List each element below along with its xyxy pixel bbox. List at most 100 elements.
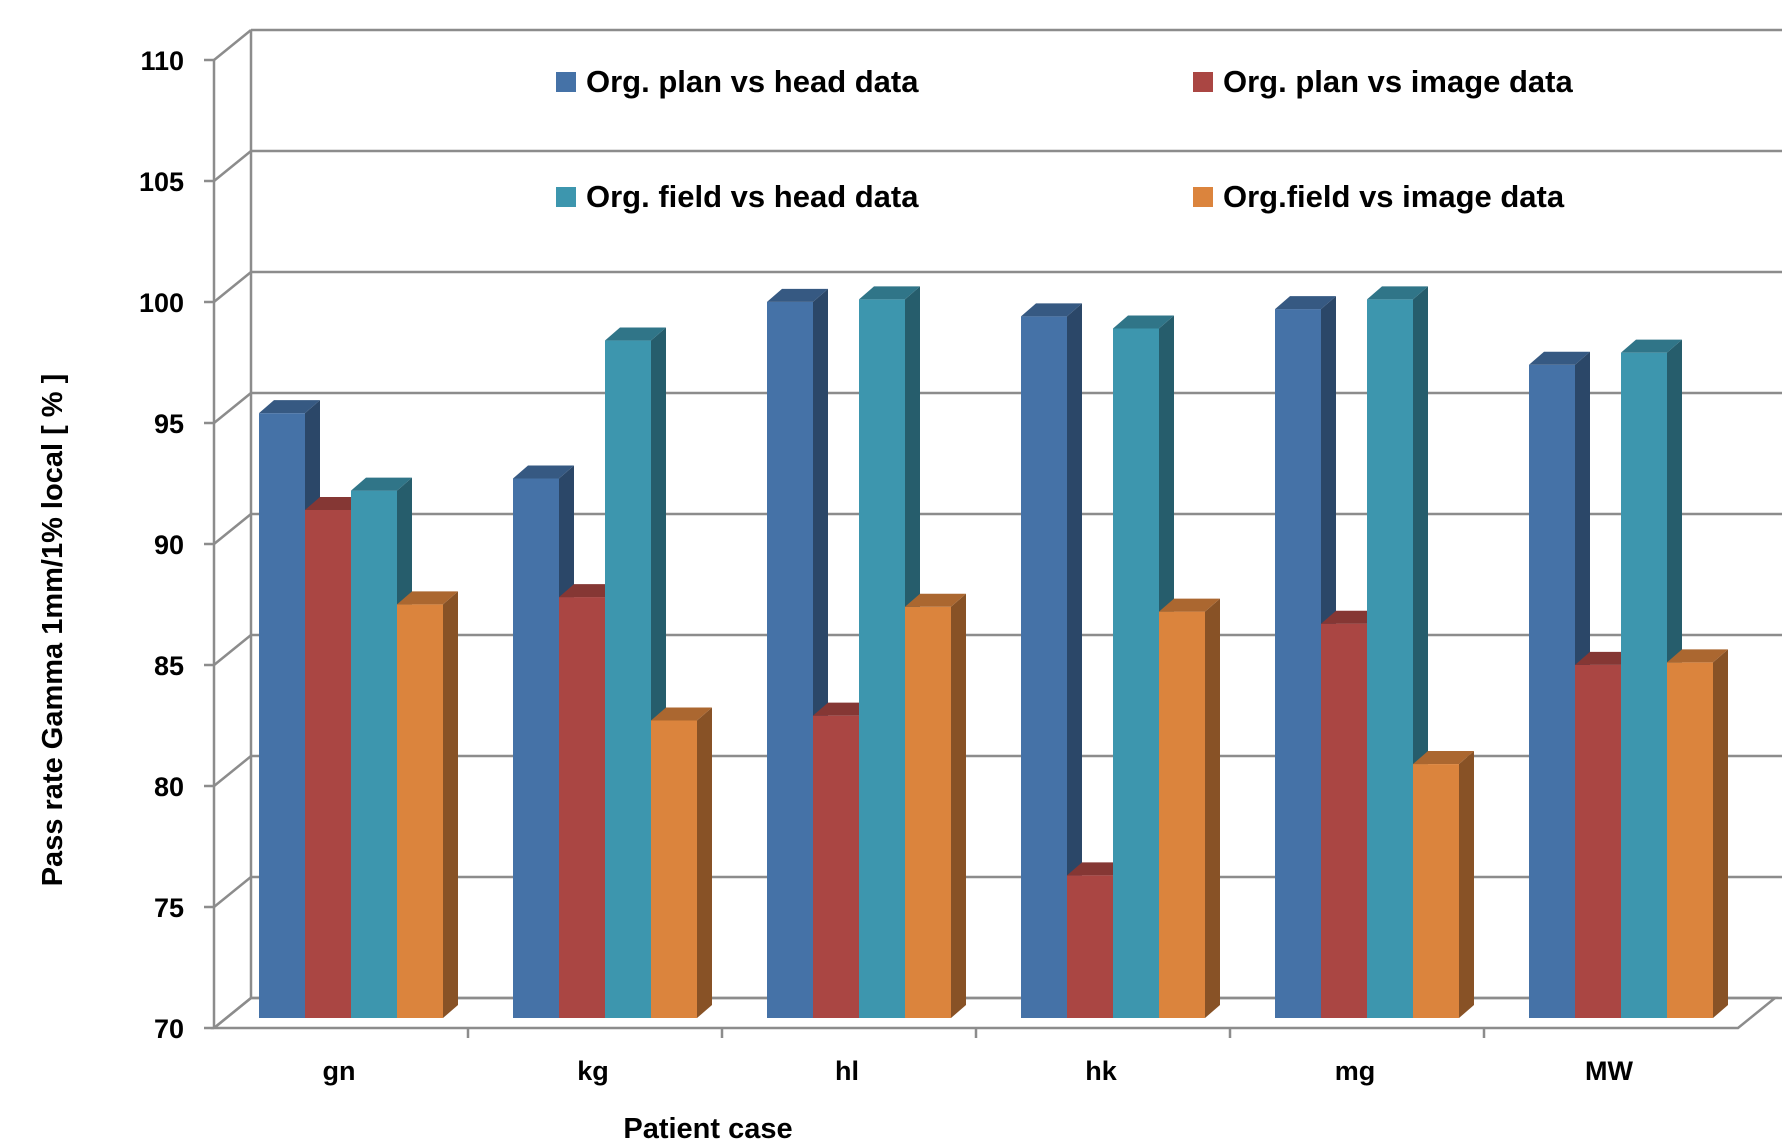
bar-front [1621, 352, 1667, 1018]
bar-side [951, 593, 966, 1018]
x-category-label: kg [577, 1056, 609, 1086]
bar-front [1367, 299, 1413, 1018]
bar-side [1205, 598, 1220, 1018]
x-category-label: hl [835, 1056, 859, 1086]
bar-top [1321, 610, 1382, 624]
gridlines [213, 28, 1782, 1029]
bar-top [305, 496, 366, 510]
bar [397, 591, 458, 1018]
axes [204, 30, 1779, 1038]
bar-side [697, 707, 712, 1018]
bar-front [397, 604, 443, 1018]
bar-front [1413, 764, 1459, 1018]
bar-side [1713, 649, 1728, 1018]
bar [1413, 751, 1474, 1018]
y-tick-label: 95 [154, 409, 184, 439]
y-tick-label: 80 [154, 772, 184, 802]
bar [905, 593, 966, 1018]
legend-swatch [556, 187, 576, 207]
bar-front [1275, 309, 1321, 1019]
legend: Org. plan vs head data Org. plan vs image… [556, 64, 1573, 214]
y-tick-label: 105 [139, 167, 184, 197]
y-tick-labels: 70 75 80 85 90 95 100 105 110 [139, 46, 184, 1044]
bar-top [605, 327, 666, 341]
gridline-wall [213, 392, 252, 424]
gridline-wall [213, 876, 252, 908]
gridline-wall [213, 29, 252, 61]
bar-front [859, 299, 905, 1018]
x-category-label: mg [1335, 1056, 1376, 1086]
x-category-label: MW [1585, 1056, 1633, 1086]
legend-label: Org.field vs image data [1223, 179, 1565, 214]
bar-top [1067, 862, 1128, 876]
bar-front [259, 413, 305, 1018]
legend-label: Org. plan vs head data [586, 64, 919, 99]
bar-top [651, 707, 712, 721]
y-tick-label: 75 [154, 893, 184, 923]
bar-front [767, 301, 813, 1019]
bar [1275, 296, 1336, 1019]
gridline-wall [213, 150, 252, 182]
bar-side [443, 591, 458, 1018]
bar-front [1113, 328, 1159, 1019]
bar-side [1459, 751, 1474, 1018]
legend-item: Org. field vs head data [556, 179, 919, 214]
bar-front [1067, 875, 1113, 1018]
legend-label: Org. plan vs image data [1223, 64, 1573, 99]
bar-front [1321, 623, 1367, 1018]
gridline-wall [213, 513, 252, 545]
bar-top [1413, 751, 1474, 765]
legend-label: Org. field vs head data [586, 179, 919, 214]
x-axis-title: Patient case [623, 1113, 792, 1143]
bar [1667, 649, 1728, 1018]
legend-swatch [556, 72, 576, 92]
legend-swatch [1193, 187, 1213, 207]
bar-top [905, 593, 966, 607]
bar-front [651, 720, 697, 1018]
bar-top [859, 286, 920, 300]
bar-top [1367, 286, 1428, 300]
bar-front [1529, 364, 1575, 1018]
x-category-labels: gn kg hl hk mg MW [323, 1056, 1634, 1086]
bar-top [513, 465, 574, 479]
bar-front [351, 490, 397, 1019]
bar-top [1159, 598, 1220, 612]
bar-top [1275, 296, 1336, 310]
bar-front [605, 340, 651, 1018]
legend-item: Org. plan vs image data [1193, 64, 1573, 99]
bar-top [1575, 651, 1636, 665]
bar-top [351, 477, 412, 491]
bar-top [1113, 315, 1174, 329]
bar-front [513, 478, 559, 1018]
y-tick-label: 110 [140, 46, 184, 76]
gridline-wall [213, 755, 252, 787]
x-category-label: hk [1085, 1056, 1117, 1086]
bar-front [905, 606, 951, 1018]
bar [1159, 598, 1220, 1018]
bar-front [1667, 662, 1713, 1018]
legend-swatch [1193, 72, 1213, 92]
bar-front [559, 597, 605, 1018]
bars [259, 286, 1728, 1019]
y-tick-label: 70 [154, 1014, 184, 1044]
bar-top [1021, 303, 1082, 317]
bar-side [1067, 303, 1082, 1018]
bar-front [813, 715, 859, 1018]
gridline-wall [213, 634, 252, 666]
y-tick-label: 85 [154, 651, 184, 681]
gridline-wall [213, 271, 252, 303]
bar-front [1159, 611, 1205, 1018]
bar-top [813, 702, 874, 716]
bar-front [1575, 664, 1621, 1018]
bar-front [1021, 316, 1067, 1018]
y-axis-title: Pass rate Gamma 1mm/1% local [ % ] [37, 374, 69, 887]
bar-top [397, 591, 458, 605]
bar-top [1529, 351, 1590, 365]
bar-top [1667, 649, 1728, 663]
y-tick-label: 100 [139, 288, 184, 318]
bar-top [1621, 339, 1682, 353]
bar [651, 707, 712, 1018]
y-tick-label: 90 [154, 530, 184, 560]
x-category-label: gn [323, 1056, 356, 1086]
